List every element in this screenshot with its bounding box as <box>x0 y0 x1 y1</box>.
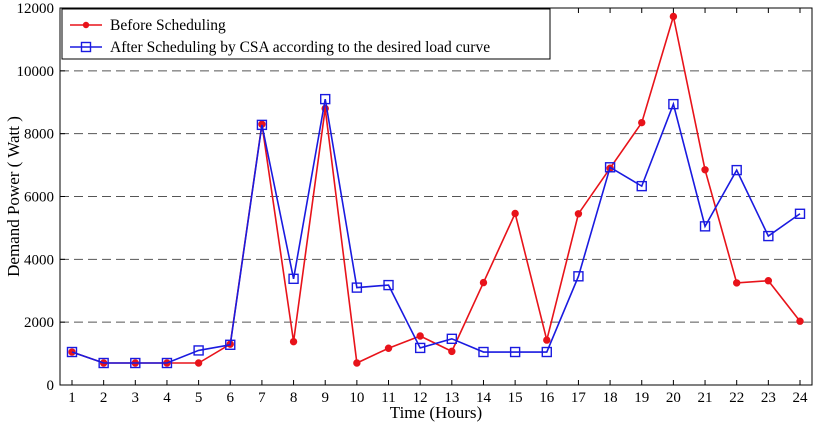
x-tick-label: 23 <box>761 390 776 406</box>
x-tick-label: 14 <box>476 390 492 406</box>
legend-entry: Before Scheduling <box>70 17 226 34</box>
data-point <box>225 339 236 350</box>
x-tick-label: 2 <box>100 390 108 406</box>
y-axis: 0 2000 4000 6000 8000 10000 12000 <box>17 1 65 394</box>
x-tick-label: 8 <box>290 390 298 406</box>
data-point <box>543 336 551 344</box>
data-point <box>414 342 426 354</box>
data-point <box>289 337 298 346</box>
data-point <box>66 346 78 358</box>
data-point <box>638 118 646 127</box>
y-tick-label: 10000 <box>17 64 55 80</box>
data-point <box>573 271 584 282</box>
x-tick-label: 16 <box>539 390 555 406</box>
x-tick-label: 4 <box>163 390 171 406</box>
data-point <box>353 359 361 367</box>
x-tick-label: 10 <box>349 390 364 406</box>
legend-marker <box>82 21 90 29</box>
data-point <box>796 317 804 325</box>
data-point <box>701 166 709 174</box>
x-tick-label: 22 <box>729 390 744 406</box>
data-point <box>351 282 363 293</box>
legend-label: After Scheduling by CSA according to the… <box>110 39 490 56</box>
x-tick-label: 18 <box>603 390 618 406</box>
legend-marker <box>80 41 92 53</box>
y-axis-label: Demand Power ( Watt ) <box>4 116 23 277</box>
data-point <box>479 278 488 287</box>
x-tick-label: 17 <box>571 390 587 406</box>
data-point <box>161 357 173 369</box>
data-point <box>636 180 647 192</box>
data-point <box>383 279 394 291</box>
series-layer <box>66 12 806 369</box>
x-axis: 1 2 3 4 5 6 7 8 9 10 11 12 13 14 15 16 17 18 19 20 21 22 23 24 <box>68 8 808 406</box>
data-point <box>194 359 203 367</box>
y-tick-label: 12000 <box>17 1 55 17</box>
data-point <box>668 98 679 110</box>
y-tick-label: 2000 <box>24 315 54 331</box>
legend-entry: After Scheduling by CSA according to the… <box>70 39 490 56</box>
data-point <box>288 273 299 285</box>
data-point <box>509 346 521 358</box>
legend-box <box>61 8 551 60</box>
data-point <box>384 344 393 352</box>
data-point <box>511 209 519 218</box>
data-point <box>574 210 583 218</box>
data-point <box>256 119 268 131</box>
x-tick-label: 6 <box>227 390 235 406</box>
y-tick-label: 8000 <box>24 127 54 143</box>
x-tick-label: 5 <box>195 390 203 406</box>
x-tick-label: 11 <box>381 390 395 406</box>
data-point <box>699 221 711 232</box>
series-line <box>71 98 801 364</box>
x-tick-label: 20 <box>666 390 681 406</box>
data-point <box>446 333 458 345</box>
data-point <box>448 347 456 356</box>
data-point <box>478 346 489 358</box>
data-point <box>193 345 204 356</box>
data-point <box>732 279 741 287</box>
x-axis-label: Time (Hours) <box>390 403 482 422</box>
data-point <box>731 164 742 176</box>
x-tick-label: 19 <box>634 390 649 406</box>
data-point <box>764 276 773 285</box>
legend: Before Scheduling After Scheduling by CSA… <box>61 8 551 60</box>
x-tick-label: 9 <box>321 390 329 406</box>
x-tick-label: 3 <box>132 390 140 406</box>
grid-lines <box>60 70 812 323</box>
data-point <box>604 162 616 173</box>
x-tick-label: 1 <box>68 390 76 406</box>
legend-label: Before Scheduling <box>110 17 226 34</box>
data-point <box>320 93 331 105</box>
data-point <box>763 230 774 242</box>
data-point <box>541 346 552 358</box>
x-tick-label: 12 <box>413 390 428 406</box>
series-2 <box>66 93 806 369</box>
x-tick-label: 21 <box>698 390 713 406</box>
x-tick-label: 24 <box>793 390 809 406</box>
x-tick-label: 13 <box>444 390 459 406</box>
x-tick-label: 7 <box>258 390 266 406</box>
data-point <box>98 357 109 369</box>
data-point <box>669 12 678 21</box>
series-1 <box>68 12 804 367</box>
x-tick-label: 15 <box>508 390 523 406</box>
y-tick-label: 4000 <box>24 252 54 268</box>
series-line <box>71 16 801 365</box>
data-point <box>130 357 141 369</box>
data-point <box>794 208 806 219</box>
data-point <box>416 332 424 340</box>
y-tick-label: 6000 <box>24 190 54 206</box>
y-tick-label: 0 <box>47 378 55 394</box>
